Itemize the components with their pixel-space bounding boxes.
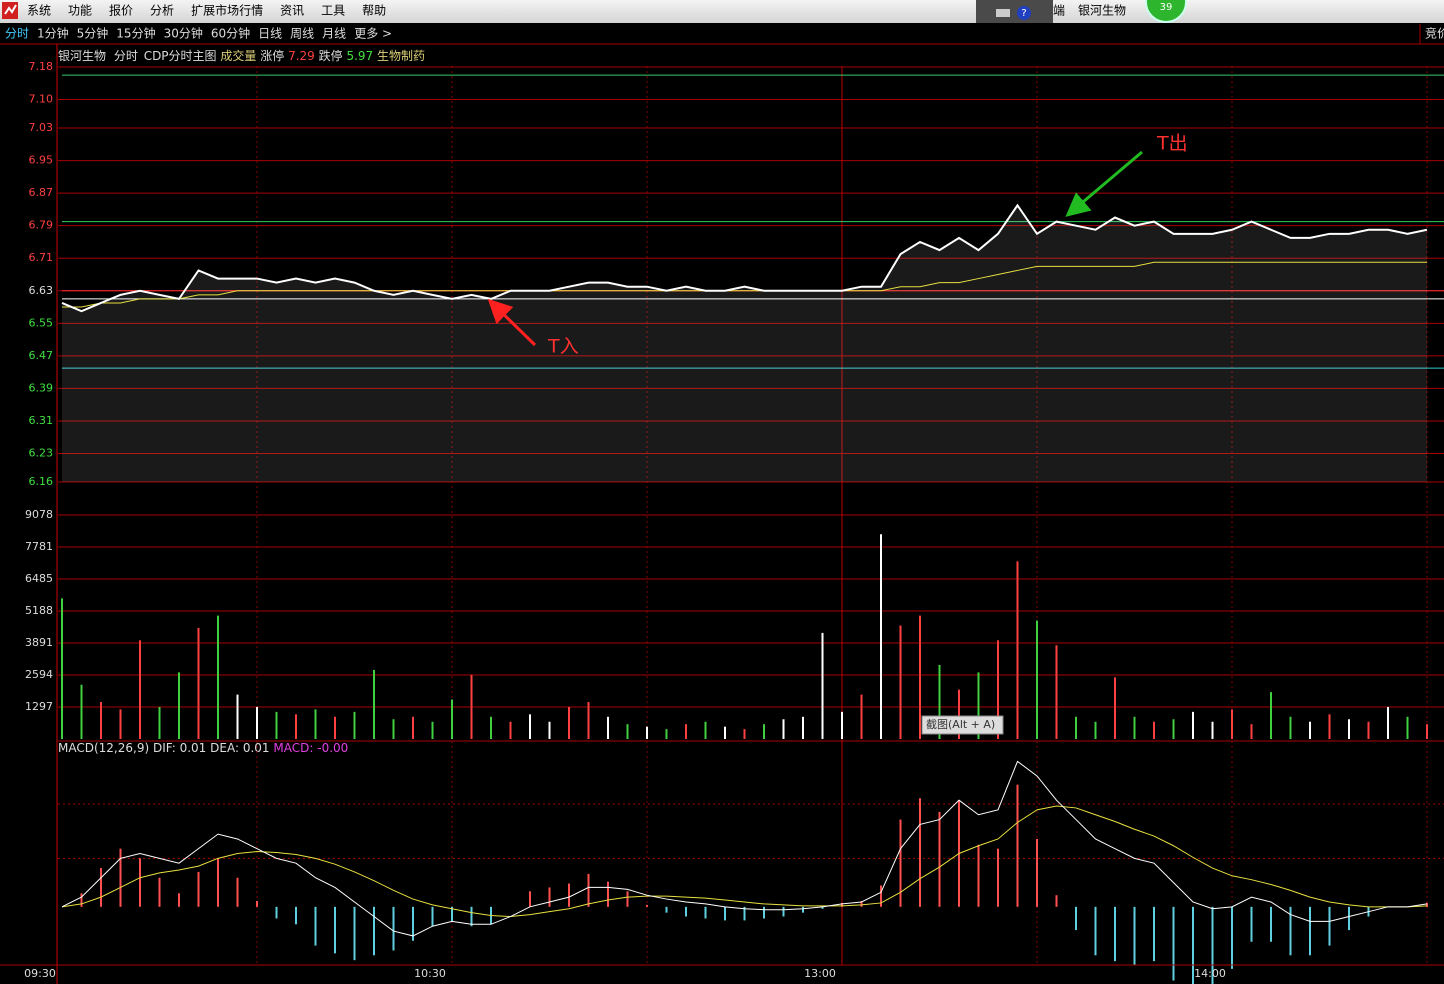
keyboard-icon[interactable] — [996, 9, 1010, 17]
macd-label: MACD(12,26,9) — [58, 741, 149, 755]
price-line — [61, 203, 1428, 313]
period-tab[interactable]: 分时 — [5, 27, 29, 41]
info-name: 银河生物 — [58, 49, 106, 63]
y-tick-label: 6.55 — [29, 316, 54, 329]
period-bar — [0, 23, 1444, 44]
period-tab[interactable]: 15分钟 — [116, 26, 155, 41]
y-tick-label: 6.47 — [29, 349, 54, 362]
dif-value: 0.01 — [180, 741, 207, 755]
y-tick-label: 1297 — [25, 700, 53, 713]
period-tab[interactable]: 1分钟 — [37, 26, 69, 41]
y-tick-label: 6485 — [25, 572, 53, 585]
buy-annotation: T入 — [547, 336, 579, 358]
badge[interactable] — [1145, 0, 1187, 23]
y-tick-label: 6.95 — [29, 154, 54, 167]
period-tab[interactable]: 60分钟 — [211, 26, 250, 41]
dif-label: DIF: — [153, 741, 176, 755]
menu-bar — [0, 0, 1444, 23]
info-up-label: 涨停 — [260, 48, 284, 63]
x-tick-label: 13:00 — [804, 967, 836, 980]
menu-item[interactable]: 工具 — [321, 4, 345, 18]
menu-item[interactable]: 功能 — [68, 4, 92, 18]
menu-item[interactable]: 分析 — [150, 4, 174, 18]
macd-value-label: MACD: — [273, 741, 313, 755]
y-tick-label: 9078 — [25, 508, 53, 521]
y-tick-label: 7781 — [25, 540, 53, 553]
y-tick-label: 6.31 — [29, 414, 54, 427]
period-tab[interactable]: 5分钟 — [77, 26, 109, 41]
info-volume: 成交量 — [220, 48, 256, 63]
y-tick-label: 2594 — [25, 668, 53, 681]
info-line: 银河生物 分时 CDP分时主图 成交量 涨停 7.29 跌停 5.97 生物制药 — [58, 48, 425, 63]
corner-label[interactable]: 竞价 — [1425, 27, 1444, 41]
dea-value: 0.01 — [243, 741, 270, 755]
plot: 7.18 7.10 7.03 6.95 6.87 6.79 6.71 6.63 6.55 6.47… — [0, 60, 1444, 984]
price-area — [62, 205, 1427, 483]
menu-item[interactable]: 资讯 — [280, 4, 304, 18]
x-tick-label: 09:30 — [24, 967, 56, 980]
y-tick-label: 7.10 — [29, 93, 54, 106]
y-tick-label: 7.18 — [29, 60, 54, 73]
menu-item[interactable]: 帮助 — [362, 4, 386, 18]
topbar-stock: 银河生物 — [1078, 4, 1126, 18]
info-up: 7.29 — [288, 49, 315, 63]
app-icon-glyph — [4, 4, 17, 15]
x-tick-label: 10:30 — [414, 967, 446, 980]
help-glyph: ? — [1021, 8, 1026, 19]
float-toolbar — [976, 0, 1053, 24]
info-down-label: 跌停 — [319, 48, 343, 63]
y-tick-label: 6.71 — [29, 251, 54, 264]
period-tab[interactable]: 更多 > — [354, 27, 392, 41]
badge-count: 39 — [1160, 2, 1173, 13]
y-tick-label: 7.03 — [29, 121, 54, 134]
period-tab[interactable]: 日线 — [258, 27, 282, 41]
menu-item[interactable]: 系统 — [27, 4, 51, 18]
buy-arrow — [487, 298, 537, 347]
dea-label: DEA: — [210, 741, 239, 755]
sell-arrow — [1065, 150, 1143, 217]
y-tick-label: 3891 — [25, 636, 53, 649]
period-tab[interactable]: 30分钟 — [164, 26, 203, 41]
y-tick-label: 5188 — [25, 604, 53, 617]
dif-line — [61, 760, 1428, 937]
period-tab[interactable]: 周线 — [290, 27, 314, 41]
macd-value: -0.00 — [317, 741, 348, 755]
menu: 系统 功能 报价 分析 扩展市场行情 资讯 工具 帮助 — [27, 3, 386, 18]
y-tick-label: 6.63 — [29, 284, 54, 297]
help-icon[interactable] — [1017, 6, 1031, 20]
y-tick-label: 6.23 — [29, 447, 54, 460]
period-tabs: 分时 1分钟 5分钟 15分钟 30分钟 60分钟 日线 周线 月线 更多 > — [5, 26, 392, 41]
tooltip: 截图(Alt + A) — [926, 717, 995, 731]
period-tab[interactable]: 月线 — [322, 27, 346, 41]
sell-annotation: T出 — [1156, 133, 1188, 155]
info-down: 5.97 — [346, 49, 373, 63]
macd-info: MACD(12,26,9) DIF: 0.01 DEA: 0.01 MACD: … — [58, 741, 348, 755]
menu-item[interactable]: 报价 — [109, 3, 133, 18]
y-tick-label: 6.39 — [29, 381, 54, 394]
topbar-suffix: 端 — [1053, 4, 1065, 18]
y-tick-label: 6.16 — [29, 475, 54, 488]
menu-item[interactable]: 扩展市场行情 — [191, 3, 263, 18]
y-tick-label: 6.79 — [29, 219, 54, 232]
avg-line — [62, 261, 1427, 308]
dea-line — [61, 805, 1428, 918]
info-mode: 分时 — [114, 49, 138, 63]
y-tick-label: 6.87 — [29, 186, 54, 199]
info-sector: 生物制药 — [377, 49, 425, 63]
x-tick-label: 14:00 — [1194, 967, 1226, 980]
tooltip-box — [921, 715, 1004, 735]
info-indicator: CDP分时主图 — [144, 49, 217, 63]
